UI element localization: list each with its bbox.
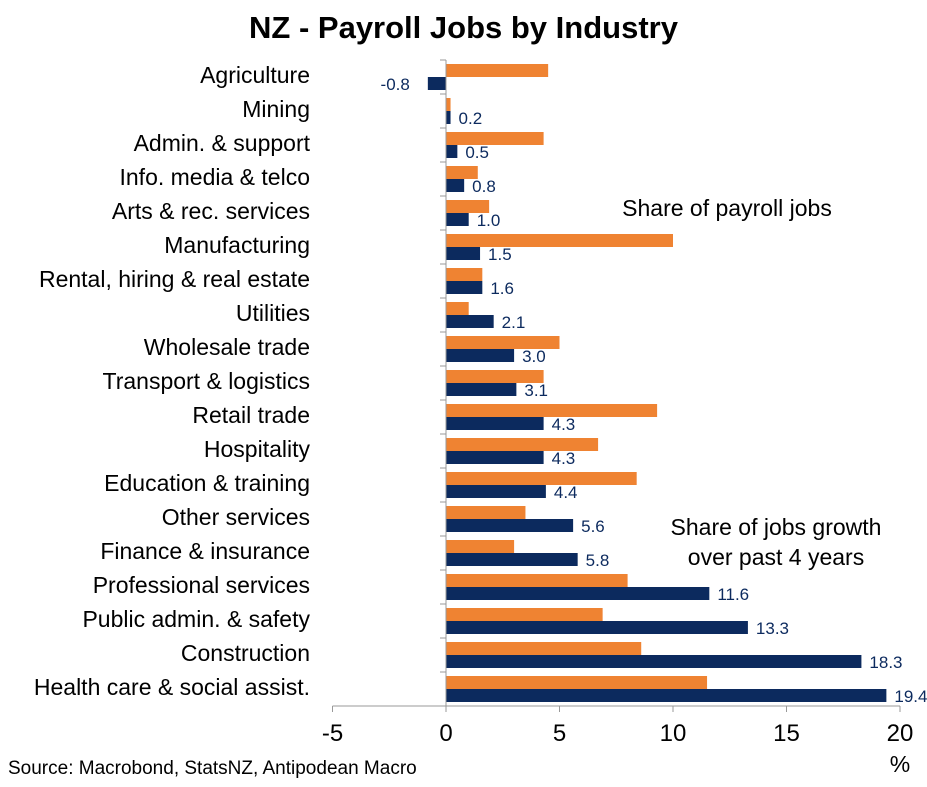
bar-share-of-jobs-growth [446,451,544,464]
bar-share-of-payroll-jobs [446,234,673,247]
category-label: Admin. & support [134,130,311,156]
bar-share-of-payroll-jobs [446,132,544,145]
value-label: 2.1 [502,313,526,332]
category-label: Retail trade [192,402,310,428]
category-label: Rental, hiring & real estate [39,266,310,292]
value-label: 5.8 [586,551,610,570]
value-labels: -0.80.20.50.81.01.51.62.13.03.14.34.34.4… [381,75,927,706]
value-label: 1.5 [488,245,512,264]
value-label: 11.6 [717,585,749,604]
value-label: 13.3 [756,619,789,638]
x-tick-label: 10 [660,720,687,747]
category-label: Agriculture [200,62,310,88]
value-label: 0.5 [465,143,489,162]
bar-share-of-payroll-jobs [446,472,637,485]
bar-share-of-jobs-growth [446,519,574,532]
bar-share-of-jobs-growth [446,349,515,362]
category-label: Utilities [236,300,310,326]
bars [427,64,887,702]
bar-share-of-jobs-growth [446,315,494,328]
value-label: 19.4 [894,687,927,706]
bar-share-of-jobs-growth [446,417,544,430]
value-label: 18.3 [869,653,902,672]
bar-share-of-jobs-growth [446,247,481,260]
bar-share-of-jobs-growth [446,145,458,158]
bar-share-of-payroll-jobs [446,540,515,553]
bar-share-of-payroll-jobs [446,166,478,179]
bar-share-of-payroll-jobs [446,98,451,111]
category-label: Info. media & telco [120,164,311,190]
bar-share-of-payroll-jobs [446,404,658,417]
x-tick-label: 20 [887,720,914,747]
bar-share-of-payroll-jobs [446,268,483,281]
category-label: Education & training [104,470,310,496]
bar-share-of-jobs-growth [446,655,862,668]
bar-share-of-payroll-jobs [446,64,549,77]
axes [332,59,901,712]
category-label: Health care & social assist. [34,674,310,700]
bar-share-of-payroll-jobs [446,574,628,587]
value-label: 3.1 [524,381,548,400]
category-label: Finance & insurance [100,538,310,564]
x-tick-label: -5 [322,720,343,747]
value-label: 3.0 [522,347,546,366]
bar-share-of-payroll-jobs [446,200,490,213]
x-tick-label: 5 [553,720,566,747]
value-label: 1.0 [477,211,501,230]
category-label: Professional services [93,572,310,598]
category-label: Wholesale trade [144,334,310,360]
bar-share-of-payroll-jobs [446,608,603,621]
annotation-share-of-payroll-jobs: Share of payroll jobs [622,195,832,221]
bar-share-of-jobs-growth [446,553,578,566]
chart-title: NZ - Payroll Jobs by Industry [249,10,678,45]
value-label: 5.6 [581,517,605,536]
category-label: Manufacturing [164,232,310,258]
bar-share-of-jobs-growth [446,281,483,294]
bar-share-of-jobs-growth [446,621,748,634]
category-label: Hospitality [204,436,311,462]
bar-share-of-payroll-jobs [446,302,469,315]
bar-share-of-jobs-growth [446,689,887,702]
bar-share-of-payroll-jobs [446,506,526,519]
bar-share-of-payroll-jobs [446,438,599,451]
bar-share-of-jobs-growth [446,587,710,600]
annotation-share-of-jobs-growth-line-1: Share of jobs growth [671,514,882,540]
value-label: 4.3 [552,415,576,434]
annotation-share-of-jobs-growth-line-2: over past 4 years [688,544,864,570]
bar-share-of-payroll-jobs [446,676,708,689]
category-label: Construction [181,640,310,666]
category-label: Arts & rec. services [112,198,310,224]
bar-share-of-jobs-growth [427,77,446,90]
x-tick-labels: -5 0 5 10 15 20 [322,720,914,747]
category-label: Public admin. & safety [82,606,310,632]
category-label: Transport & logistics [103,368,311,394]
value-label: 0.8 [472,177,496,196]
bar-share-of-jobs-growth [446,111,451,124]
category-labels: Agriculture Mining Admin. & support Info. m… [34,62,311,700]
value-label: 1.6 [490,279,514,298]
category-label: Other services [162,504,310,530]
x-tick-label: 0 [439,720,452,747]
bar-share-of-jobs-growth [446,179,465,192]
value-label: 4.3 [552,449,576,468]
bar-share-of-jobs-growth [446,213,469,226]
bar-share-of-payroll-jobs [446,642,642,655]
x-axis-label: % [890,751,910,777]
bar-share-of-jobs-growth [446,485,546,498]
bar-share-of-payroll-jobs [446,336,560,349]
source-note: Source: Macrobond, StatsNZ, Antipodean M… [8,758,417,779]
value-label: -0.8 [381,75,410,94]
bar-share-of-jobs-growth [446,383,517,396]
bar-share-of-payroll-jobs [446,370,544,383]
x-tick-label: 15 [773,720,800,747]
category-label: Mining [242,96,310,122]
value-label: 4.4 [554,483,578,502]
value-label: 0.2 [459,109,483,128]
